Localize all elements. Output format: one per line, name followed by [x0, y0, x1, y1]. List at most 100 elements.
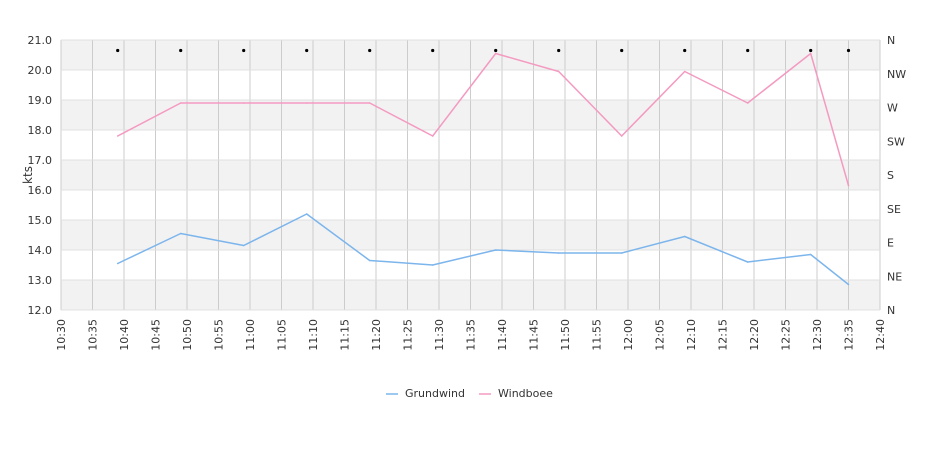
x-tick-label: 11:25	[402, 319, 415, 351]
data-point	[746, 102, 749, 104]
data-point	[847, 184, 850, 187]
y-tick-label: 18.0	[28, 124, 53, 137]
right-axis-label: W	[887, 102, 898, 115]
data-point	[683, 70, 686, 73]
x-tick-label: 11:50	[559, 319, 572, 351]
x-tick-label: 12:00	[622, 319, 635, 351]
x-tick-label: 12:25	[780, 319, 793, 351]
x-tick-label: 11:05	[276, 319, 289, 351]
x-tick-label: 11:20	[370, 319, 383, 351]
x-tick-label: 12:40	[874, 319, 887, 351]
data-point	[847, 283, 850, 286]
y-tick-label: 12.0	[28, 304, 53, 317]
x-tick-label: 12:35	[843, 319, 856, 351]
right-axis-label: E	[887, 237, 894, 250]
x-tick-label: 11:40	[496, 319, 509, 351]
x-tick-label: 11:45	[528, 319, 541, 351]
direction-marker	[116, 48, 120, 53]
x-tick-label: 11:35	[465, 319, 478, 351]
x-tick-label: 10:40	[118, 319, 131, 351]
x-tick-label: 11:30	[433, 319, 446, 351]
series-layer	[116, 52, 850, 286]
data-point	[746, 261, 749, 263]
data-point	[683, 235, 686, 238]
x-tick-label: 11:55	[591, 319, 604, 351]
data-point	[809, 52, 812, 55]
right-axis-label: SW	[887, 135, 905, 148]
right-axis-label: N	[887, 304, 895, 317]
data-point	[368, 259, 371, 262]
x-tick-label: 10:30	[55, 319, 68, 351]
vertical-gridlines	[60, 40, 881, 310]
data-point	[557, 252, 560, 254]
data-point	[305, 213, 308, 215]
y-tick-label: 13.0	[28, 274, 53, 287]
y-tick-label: 21.0	[28, 34, 53, 47]
data-point	[179, 102, 182, 104]
data-point	[116, 135, 119, 137]
y-tick-label: 20.0	[28, 64, 53, 77]
direction-marker	[846, 48, 851, 53]
x-tick-label: 12:05	[654, 319, 667, 351]
data-point	[368, 102, 371, 104]
legend-label: Windboee	[498, 387, 553, 400]
right-axis-label: S	[887, 169, 894, 182]
data-point	[557, 70, 560, 73]
data-point	[620, 135, 623, 137]
data-point	[620, 252, 623, 254]
direction-marker	[809, 48, 813, 53]
legend[interactable]: Grundwind Windboee	[386, 387, 553, 400]
horizontal-gridlines	[61, 39, 880, 311]
data-point	[116, 262, 119, 265]
direction-marker	[368, 48, 372, 53]
direction-marker	[305, 48, 309, 53]
y-tick-label: 14.0	[28, 244, 53, 257]
y-tick-label: 15.0	[28, 214, 53, 227]
x-tick-label: 12:15	[717, 319, 730, 351]
direction-marker	[179, 48, 183, 53]
data-point	[494, 249, 497, 251]
data-point	[431, 135, 434, 137]
x-tick-label: 11:00	[244, 319, 257, 351]
direction-marker	[620, 48, 624, 53]
x-tick-label: 12:20	[748, 319, 761, 351]
legend-item-grundwind[interactable]: Grundwind	[386, 387, 465, 400]
x-tick-label: 12:30	[811, 319, 824, 351]
right-axis-label: NW	[887, 68, 906, 81]
right-axis-ticks: N NE E SE S SW W NW N	[887, 34, 906, 317]
y-axis-ticks: 12.0 13.0 14.0 15.0 16.0 17.0 18.0 19.0 20.0 21.0	[28, 34, 53, 317]
x-tick-label: 10:55	[213, 319, 226, 351]
data-point	[809, 253, 812, 256]
data-point	[242, 244, 245, 247]
direction-marker	[746, 48, 750, 53]
right-axis-label: SE	[887, 203, 901, 216]
data-point	[242, 102, 245, 104]
x-tick-label: 10:50	[181, 319, 194, 351]
legend-item-windboee[interactable]: Windboee	[479, 387, 553, 400]
x-axis-ticks: 10:30 10:35 10:40 10:45 10:50 10:55 11:00 11:05…	[55, 319, 887, 351]
direction-marker	[494, 48, 498, 53]
x-tick-label: 11:10	[307, 319, 320, 351]
data-point	[431, 264, 434, 266]
legend-label: Grundwind	[405, 387, 465, 400]
data-point	[179, 232, 182, 235]
direction-marker	[431, 48, 435, 53]
y-tick-label: 19.0	[28, 94, 53, 107]
x-tick-label: 10:35	[87, 319, 100, 351]
y-tick-label: 17.0	[28, 154, 53, 167]
direction-marker	[242, 48, 246, 53]
x-tick-label: 11:15	[339, 319, 352, 351]
direction-marker	[683, 48, 687, 53]
right-axis-label: N	[887, 34, 895, 47]
y-tick-label: 16.0	[28, 184, 53, 197]
x-tick-label: 12:10	[685, 319, 698, 351]
direction-marker	[557, 48, 561, 53]
y-axis-title: kts	[21, 166, 35, 184]
data-point	[494, 52, 497, 55]
data-point	[305, 102, 308, 104]
x-tick-label: 10:45	[150, 319, 163, 351]
right-axis-label: NE	[887, 270, 902, 283]
direction-markers	[116, 48, 851, 53]
